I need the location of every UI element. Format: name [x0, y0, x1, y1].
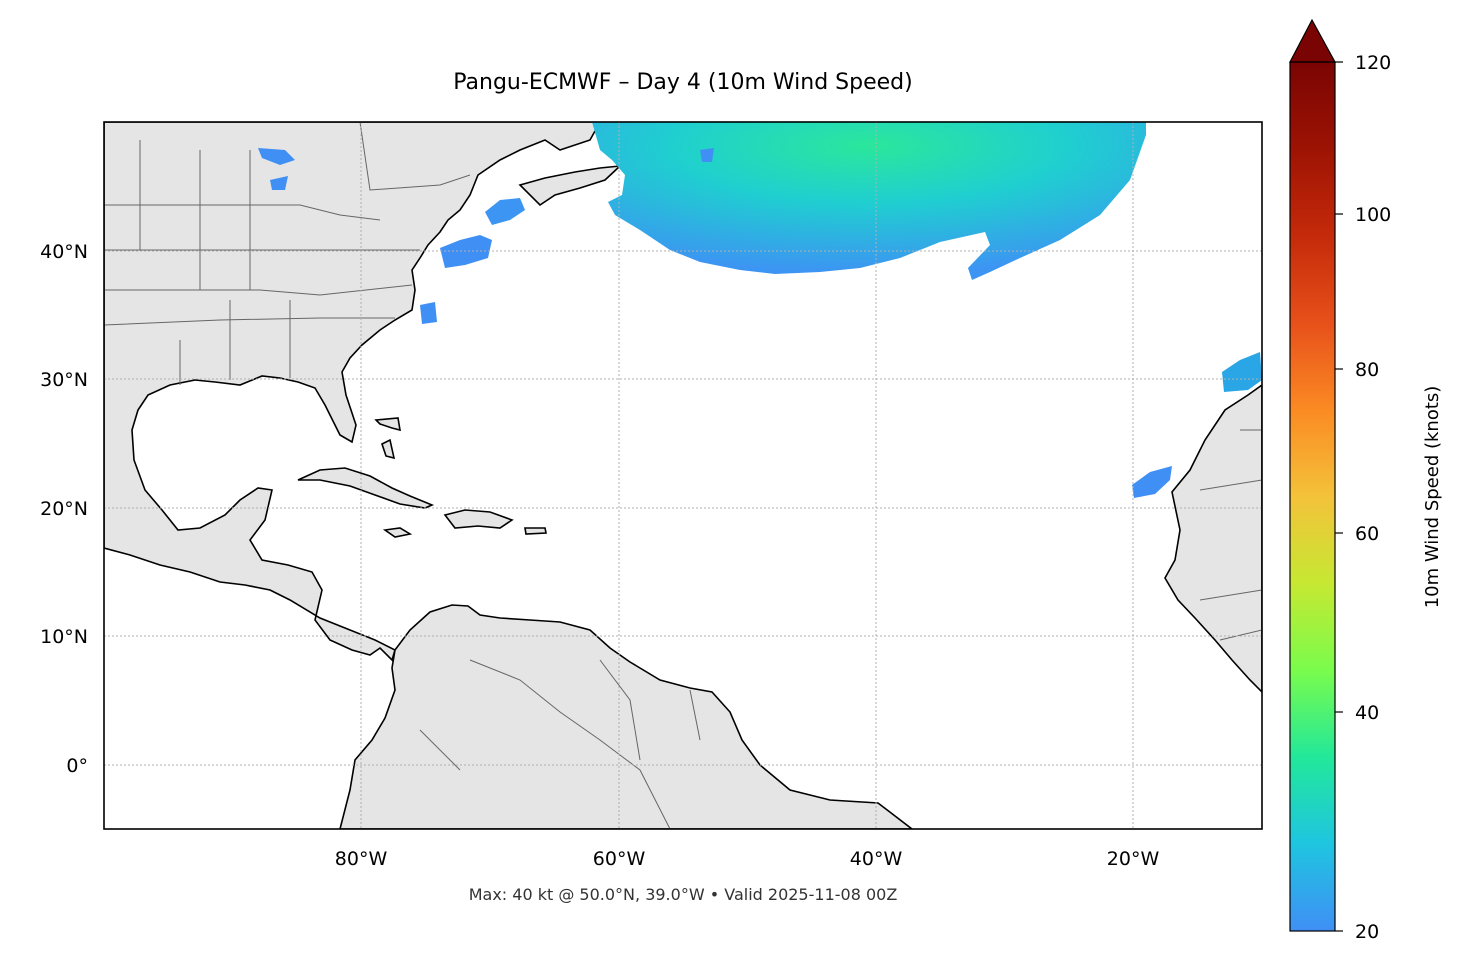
colorbar-tick-label: 40 [1355, 702, 1379, 724]
lon-tick-label: 60°W [593, 848, 646, 870]
lon-tick-label: 80°W [335, 848, 388, 870]
puerto-rico-island [524, 527, 547, 535]
colorbar-tick-label: 80 [1355, 359, 1379, 381]
colorbar-tick-label: 120 [1355, 52, 1391, 74]
wind-speed-field-north-atlantic [592, 122, 1146, 280]
colorbar-tick-label: 60 [1355, 523, 1379, 545]
south-america-land [339, 604, 914, 829]
wind-speed-field-nova-scotia [485, 198, 525, 225]
lon-tick-label: 20°W [1107, 848, 1160, 870]
lat-tick-label: 30°N [40, 369, 88, 391]
political-borders [104, 122, 1262, 829]
bahamas-island [374, 417, 401, 460]
west-africa-land [1164, 384, 1262, 694]
wind-speed-field-great-lakes [258, 148, 295, 190]
max-wind-footnote: Max: 40 kt @ 50.0°N, 39.0°W • Valid 2025… [468, 885, 898, 904]
nova-scotia-land [518, 164, 623, 207]
colorbar-label: 10m Wind Speed (knots) [1422, 386, 1443, 609]
colorbar-tick-label: 20 [1355, 921, 1379, 943]
lat-tick-label: 10°N [40, 626, 88, 648]
colorbar-frame [1289, 61, 1336, 932]
map-gridlines [104, 122, 1262, 829]
colorbar-tick-label: 100 [1355, 204, 1391, 226]
north-america-land [104, 122, 601, 662]
colorbar-extend-arrow [1289, 18, 1337, 63]
wind-speed-field-madeira [1222, 352, 1262, 392]
map-frame [103, 121, 1263, 830]
map-title: Pangu-ECMWF – Day 4 (10m Wind Speed) [453, 70, 913, 95]
colorbar: 120 100 80 60 40 20 10m Wind Speed (knot… [1289, 18, 1443, 943]
colorbar-gradient [1290, 62, 1335, 931]
cuba-island [297, 467, 435, 509]
wind-speed-field-carolina [420, 302, 437, 324]
wind-speed-field-canaries [1132, 466, 1172, 498]
colorbar-tick-marks [1335, 61, 1343, 932]
hispaniola-island [443, 509, 514, 529]
lat-tick-label: 0° [66, 755, 88, 777]
lon-tick-label: 40°W [850, 848, 903, 870]
jamaica-island [382, 527, 413, 538]
lat-tick-label: 40°N [40, 241, 88, 263]
lat-tick-label: 20°N [40, 498, 88, 520]
wind-speed-field-newfoundland [700, 148, 714, 162]
